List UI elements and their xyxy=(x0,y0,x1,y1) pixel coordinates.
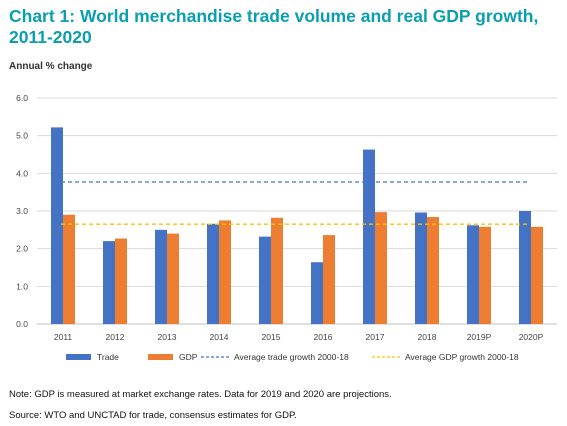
gdp-bar-2014 xyxy=(219,220,231,324)
x-tick-label: 2011 xyxy=(54,332,73,342)
y-tick-label: 5.0 xyxy=(16,131,28,141)
trade-bar-2018 xyxy=(415,212,427,324)
y-tick-label: 6.0 xyxy=(16,93,28,103)
x-tick-label: 2015 xyxy=(262,332,281,342)
y-axis-unit-label: Annual % change xyxy=(9,61,93,72)
gdp-bar-2020P xyxy=(531,226,543,324)
gdp-bar-2015 xyxy=(271,217,283,324)
gdp-bar-2018 xyxy=(427,217,439,324)
gdp-bar-2013 xyxy=(167,233,179,324)
footnote: Note: GDP is measured at market exchange… xyxy=(9,389,392,400)
y-tick-label: 3.0 xyxy=(16,206,28,216)
trade-bar-2017 xyxy=(363,149,375,324)
y-axis-ticks: 0.0 1.0 2.0 3.0 4.0 5.0 6.0 xyxy=(16,93,28,329)
y-tick-label: 1.0 xyxy=(16,281,28,291)
legend-gdp-swatch xyxy=(148,354,173,360)
x-tick-label: 2012 xyxy=(106,332,125,342)
gdp-bar-2019P xyxy=(479,226,491,324)
legend-trade-label: Trade xyxy=(97,352,119,362)
legend-gdp-label: GDP xyxy=(179,352,198,362)
reference-lines xyxy=(61,181,530,225)
x-tick-label: 2014 xyxy=(210,332,229,342)
y-tick-label: 0.0 xyxy=(16,319,28,329)
y-tick-label: 4.0 xyxy=(16,168,28,178)
y-tick-label: 2.0 xyxy=(16,244,28,254)
legend-average-gdp-label: Average GDP growth 2000-18 xyxy=(405,352,519,362)
x-tick-label: 2013 xyxy=(158,332,177,342)
x-tick-label: 2019P xyxy=(467,332,492,342)
source-note: Source: WTO and UNCTAD for trade, consen… xyxy=(9,410,297,421)
gdp-bar-2011 xyxy=(63,214,75,324)
legend-average-trade-label: Average trade growth 2000-18 xyxy=(234,352,349,362)
trade-bar-2016 xyxy=(311,262,323,324)
x-axis-ticks: 2011 2012 2013 2014 2015 2016 2017 2018 2019P 202… xyxy=(54,332,544,342)
trade-bar-2019P xyxy=(467,225,479,324)
trade-bar-2014 xyxy=(207,223,219,324)
trade-bar-2011 xyxy=(51,127,63,324)
legend: Trade GDP Average trade growth 2000-18 Aver… xyxy=(66,352,519,362)
gdp-bar-2017 xyxy=(375,212,387,324)
x-tick-label: 2020P xyxy=(519,332,544,342)
x-tick-label: 2016 xyxy=(314,332,333,342)
trade-bar-2012 xyxy=(103,241,115,324)
bars xyxy=(51,127,543,324)
x-tick-label: 2018 xyxy=(418,332,437,342)
chart-title: Chart 1: World merchandise trade volume … xyxy=(9,6,539,47)
gdp-bar-2012 xyxy=(115,238,127,324)
gdp-bar-2016 xyxy=(323,235,335,324)
trade-bar-2015 xyxy=(259,236,271,324)
legend-trade-swatch xyxy=(66,354,91,360)
bar-chart: 0.01.02.03.04.05.06.0 2011 2012 2013 2014 20… xyxy=(16,93,557,362)
x-tick-label: 2017 xyxy=(366,332,385,342)
trade-bar-2013 xyxy=(155,229,167,324)
trade-bar-2020P xyxy=(519,211,531,324)
